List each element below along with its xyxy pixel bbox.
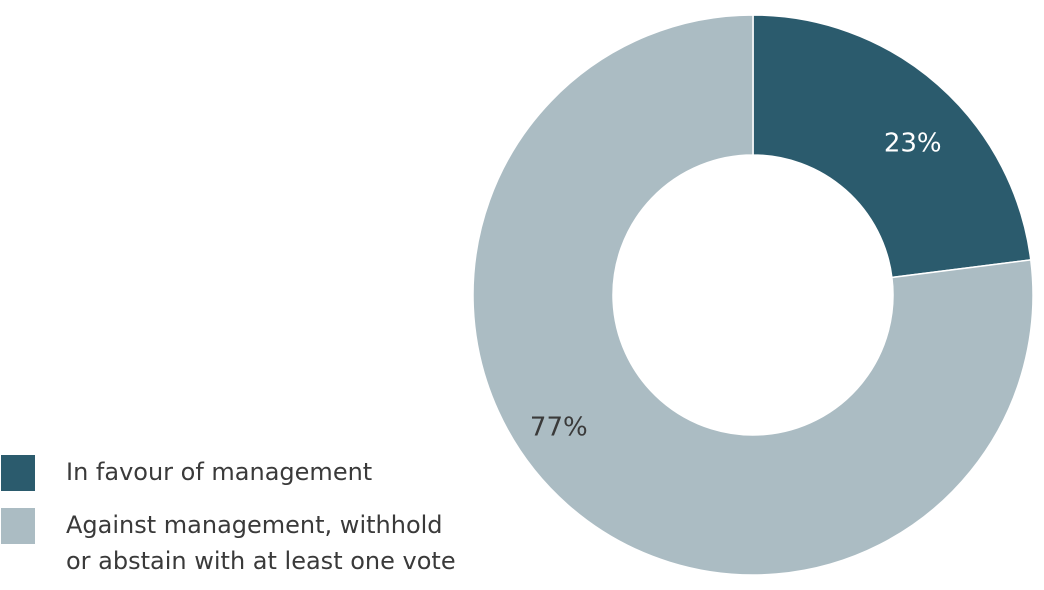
legend-swatch-against (1, 508, 35, 544)
legend-label-in-favour: In favour of management (66, 458, 373, 486)
slice-in-favour (752, 14, 1032, 279)
donut-slices (472, 14, 1034, 576)
legend-label-against: Against management, withhold or abstain … (66, 511, 456, 575)
legend-swatch-in-favour (1, 455, 35, 491)
data-label-against: 77% (530, 412, 588, 442)
slice-labels: 23% 77% (530, 129, 942, 443)
legend-item-in-favour: In favour of management (0, 454, 470, 491)
legend-item-against: Against management, withhold or abstain … (0, 507, 470, 579)
slice-against (472, 14, 1034, 576)
data-label-in-favour: 23% (884, 129, 942, 159)
chart-legend: In favour of management Against manageme… (0, 454, 470, 579)
